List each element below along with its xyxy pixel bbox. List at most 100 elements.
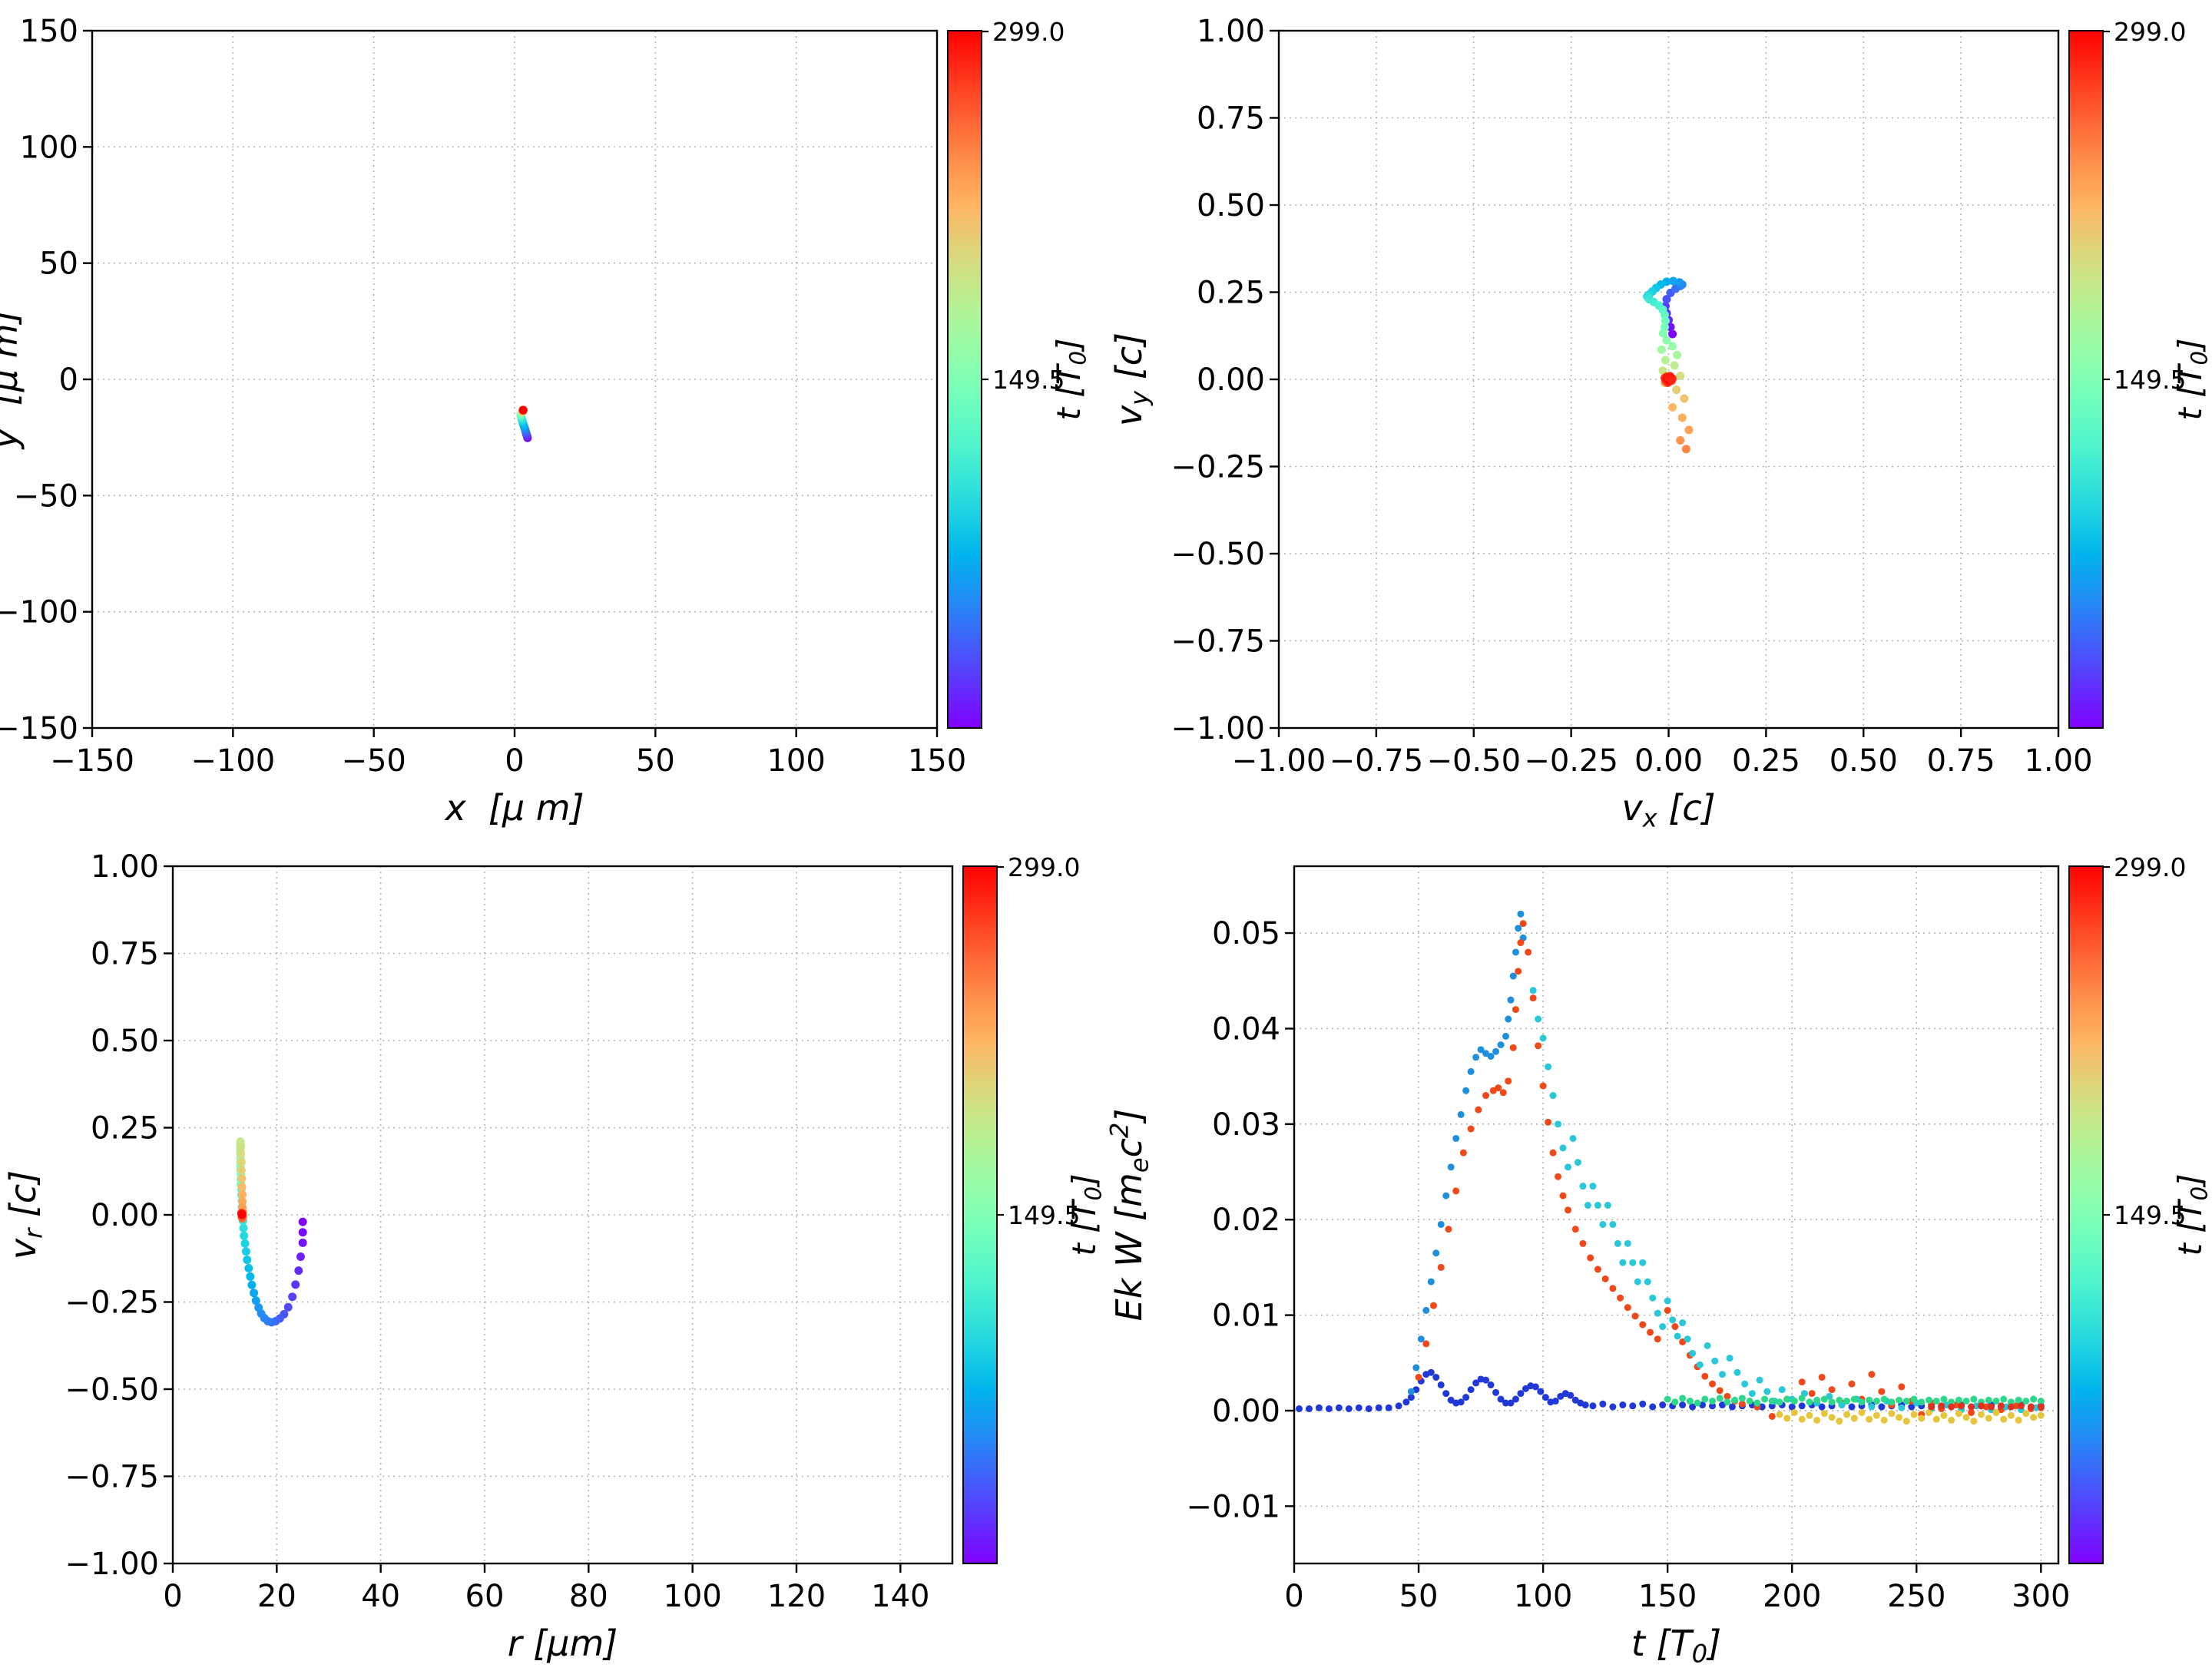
series-point (1955, 1410, 1962, 1418)
series-point (1539, 1034, 1547, 1042)
series-point (1878, 1403, 1886, 1411)
series-point (1866, 1396, 1873, 1404)
series-point (1940, 1411, 1948, 1419)
series-point (1716, 1395, 1724, 1402)
trajectory-point (240, 1231, 249, 1240)
series-point (1818, 1403, 1826, 1411)
series-point (1664, 1297, 1671, 1305)
series-point (1978, 1402, 1985, 1410)
series-point (1716, 1387, 1724, 1395)
x-tick-label: 80 (569, 1579, 608, 1614)
series-point (1512, 1395, 1519, 1403)
trajectory-point (1658, 329, 1667, 338)
series-point (1671, 1323, 1679, 1331)
series-point (1529, 987, 1537, 994)
series-point (1858, 1398, 1866, 1406)
series-point (1669, 1316, 1677, 1324)
series-point (1741, 1380, 1749, 1388)
series-point (1878, 1388, 1886, 1395)
series-point (1407, 1388, 1415, 1395)
series-point (1599, 1400, 1607, 1408)
colorbar: 299.0 149.5t [T0] (962, 852, 1106, 1564)
series-point (1559, 1144, 1567, 1152)
colorbar: 299.0 149.5t [T0] (2068, 852, 2212, 1564)
series-point (1711, 1357, 1719, 1365)
x-tick-label: −0.25 (1524, 743, 1618, 779)
y-tick-label: 0.04 (1212, 1011, 1280, 1047)
series-point (1452, 1134, 1460, 1142)
series-point (1614, 1239, 1621, 1247)
y-axis-label: y [μ m] (0, 309, 25, 450)
series-point (1495, 1084, 1502, 1092)
series-point (1731, 1396, 1739, 1404)
x-axis-label: t [T0] (1631, 1623, 1721, 1668)
series-point (1910, 1411, 1918, 1418)
colorbar-gradient (947, 30, 982, 729)
series-point (1609, 1403, 1617, 1411)
y-tick-label: 0.25 (1197, 276, 1265, 311)
trajectory-point (243, 1256, 252, 1265)
series-point (1968, 1403, 1975, 1411)
series-point (1422, 1340, 1430, 1348)
series-point (1761, 1395, 1769, 1403)
series-point (1938, 1402, 1945, 1410)
trajectory-point (1661, 316, 1670, 326)
series-point (1756, 1376, 1763, 1384)
series-point (1918, 1398, 1926, 1406)
colorbar-axis-label: t [T0] (2171, 339, 2212, 421)
series-point (1788, 1403, 1796, 1411)
series-point (1565, 1163, 1572, 1171)
series-point (1305, 1405, 1313, 1412)
series-point (1978, 1411, 1985, 1418)
series-point (1517, 939, 1525, 947)
series-point (1679, 1319, 1687, 1327)
series-point (2000, 1415, 2008, 1423)
series-particle-4-cyan-decay (1529, 987, 2040, 1414)
series-point (1873, 1398, 1880, 1405)
data-points (236, 1137, 307, 1327)
trajectory-point (296, 1252, 305, 1261)
series-point (1619, 1401, 1627, 1409)
series-point (1457, 1110, 1465, 1118)
series-point (1858, 1408, 1866, 1416)
series-point (1639, 1400, 1647, 1408)
series-point (1908, 1403, 1916, 1411)
series-point (1631, 1312, 1639, 1320)
series-point (1970, 1418, 1978, 1425)
x-tick-label: 250 (1887, 1579, 1945, 1614)
series-point (1659, 1401, 1667, 1409)
series-point (1896, 1414, 1903, 1421)
series-point (1604, 1202, 1611, 1209)
series-point (1589, 1183, 1597, 1190)
x-tick-label: 20 (257, 1579, 296, 1614)
series-point (1629, 1259, 1637, 1266)
x-axis: −150 −100 −50 0 50 100 150 (50, 728, 966, 779)
series-point (1696, 1361, 1704, 1368)
colorbar: 299.0 149.5t [T0] (2068, 17, 2212, 729)
x-tick-label: 0.50 (1830, 743, 1898, 779)
series-point (1447, 1163, 1455, 1171)
series-point (1778, 1386, 1786, 1394)
data-points (1295, 910, 2045, 1425)
trajectory-point (1676, 371, 1685, 380)
chart-r-vr-phase-space: 0 20 40 60 80 100 120 140 −1.00 −0.75 −0.50 −0.25 0.… (0, 836, 1106, 1671)
series-point (2015, 1396, 2022, 1404)
series-point (1437, 1263, 1445, 1271)
series-point (1962, 1414, 1970, 1421)
series-point (2037, 1398, 2045, 1405)
trajectory-point (1672, 385, 1681, 395)
y-axis-label: Ek W [mec2] (1106, 1109, 1154, 1322)
series-point (2022, 1410, 2030, 1418)
series-point (1686, 1398, 1694, 1405)
series-point (1532, 1383, 1539, 1391)
trajectory-point (239, 1223, 248, 1233)
series-point (1472, 1379, 1480, 1387)
x-tick-label: 100 (663, 1579, 721, 1614)
y-tick-label: −0.25 (1171, 450, 1265, 485)
series-point (1535, 1015, 1542, 1023)
y-tick-label: 0.02 (1212, 1203, 1280, 1238)
series-point (1818, 1373, 1826, 1381)
series-point (1763, 1388, 1771, 1395)
series-point (1639, 1259, 1647, 1266)
series-point (1659, 1323, 1667, 1331)
